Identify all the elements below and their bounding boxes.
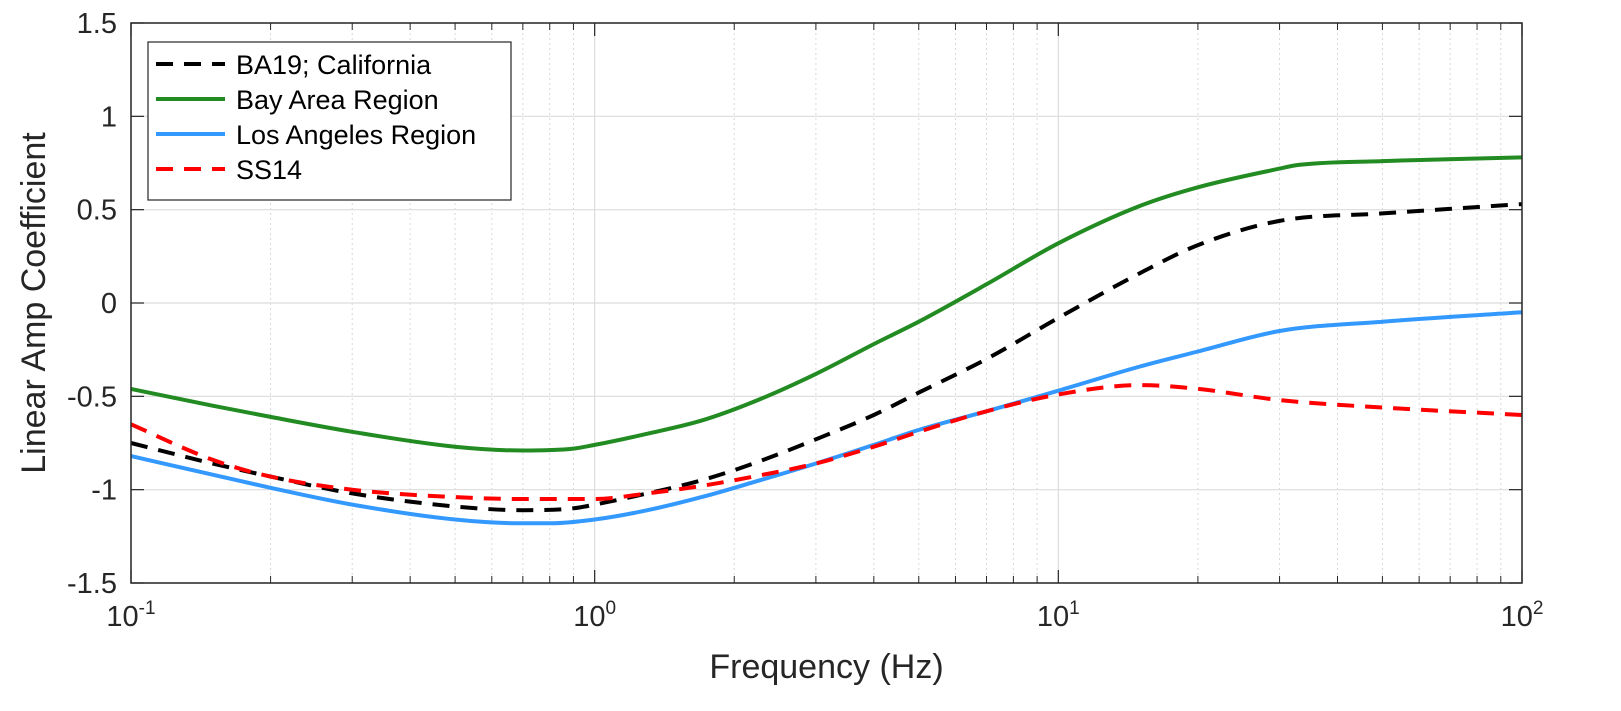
y-tick-label: 0 <box>101 288 117 320</box>
x-axis-label: Frequency (Hz) <box>709 648 943 686</box>
y-tick-label: -0.5 <box>67 381 117 413</box>
series-line-bay-area-region <box>130 155 1523 453</box>
y-tick-label: -1 <box>91 475 117 507</box>
legend-label: Bay Area Region <box>236 85 439 115</box>
y-tick-label: 1.5 <box>77 8 117 40</box>
series-line-los-angeles-region <box>130 310 1523 526</box>
x-tick-labels: 10-1 100 101 102 <box>106 598 1543 633</box>
tick-marks <box>130 22 1523 584</box>
series-line-ss14 <box>130 383 1523 501</box>
y-tick-labels: 1.5 1 0.5 0 -0.5 -1 -1.5 <box>67 8 117 600</box>
x-tick-label: 10-1 <box>106 598 155 633</box>
y-tick-label: -1.5 <box>67 568 117 600</box>
legend: BA19; California Bay Area Region Los Angel… <box>147 41 512 201</box>
plot-lines <box>130 155 1523 526</box>
x-tick-label: 100 <box>573 598 616 633</box>
x-tick-label: 102 <box>1501 598 1544 633</box>
legend-box <box>147 41 512 201</box>
y-tick-label: 1 <box>101 101 117 133</box>
legend-label: Los Angeles Region <box>236 120 476 150</box>
legend-label: BA19; California <box>236 50 432 80</box>
legend-label: SS14 <box>236 155 302 185</box>
y-axis-label: Linear Amp Coefficient <box>15 132 53 474</box>
y-tick-label: 0.5 <box>77 195 117 227</box>
x-tick-label: 101 <box>1037 598 1080 633</box>
series-line-ba19-california <box>130 202 1523 513</box>
